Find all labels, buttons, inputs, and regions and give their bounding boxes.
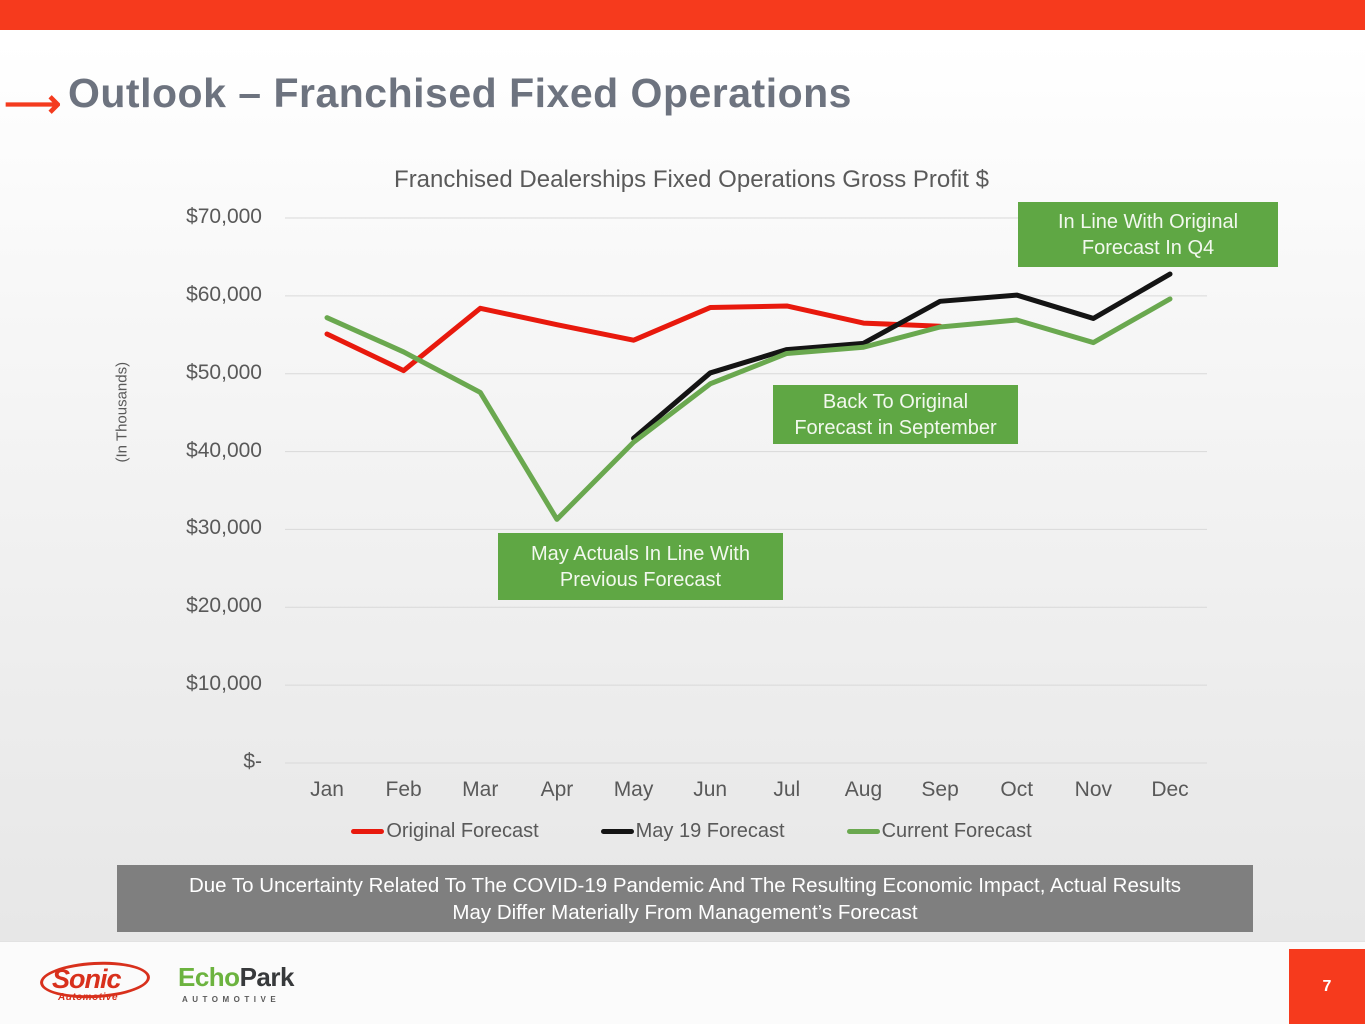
y-tick-label: $10,000 [186,672,262,696]
annotation-in-line-q4: In Line With Original Forecast In Q4 [1018,202,1278,267]
disclaimer-line: May Differ Materially From Management’s … [452,900,918,924]
legend-swatch [846,829,880,834]
y-tick-label: $70,000 [186,205,262,228]
chart-legend: Original Forecast May 19 Forecast Current … [130,820,1253,843]
chart-title: Franchised Dealerships Fixed Operations … [394,166,989,193]
arrow-right-icon: ⟶ [4,82,62,126]
disclaimer-banner: Due To Uncertainty Related To The COVID-… [117,865,1253,932]
x-tick-label: Sep [921,778,959,801]
annotation-line: Forecast In Q4 [1081,236,1215,259]
legend-label: Original Forecast [386,820,539,842]
sonic-automotive-logo: Sonic Automotive [39,959,152,1006]
x-tick-label: Oct [1000,778,1034,801]
disclaimer-line: Due To Uncertainty Related To The COVID-… [188,873,1182,897]
x-tick-label: Jan [310,778,344,801]
top-accent-bar [0,0,1365,30]
series-line-current-forecast [324,296,1173,522]
page-number-badge: 7 [1289,949,1365,1024]
y-tick-label: $40,000 [186,438,262,462]
annotation-line: Previous Forecast [559,568,722,591]
slide-footer: Sonic Automotive EchoPark AUTOMOTIVE 7 [0,941,1365,1024]
x-tick-label: Jul [773,778,801,801]
echopark-logo-subtext: AUTOMOTIVE [182,995,281,1004]
legend-item: Original Forecast [351,820,539,843]
legend-swatch [351,829,385,834]
x-tick-label: Nov [1074,778,1113,801]
slide-header: ⟶ Outlook – Franchised Fixed Operations [0,70,1365,134]
annotation-line: May Actuals In Line With [531,542,750,565]
series-line-may-19-forecast [631,271,1173,441]
sonic-logo-subtext: Automotive [58,992,118,1003]
y-tick-label: $30,000 [186,516,262,540]
sonic-logo-text: Sonic [52,964,122,994]
echopark-logo-echo: Echo [178,962,240,992]
x-tick-label: Apr [540,778,574,801]
x-tick-label: May [613,778,654,801]
legend-label: May 19 Forecast [635,820,785,842]
y-tick-label: $50,000 [186,360,262,384]
annotation-line: Forecast in September [794,416,997,439]
annotation-line: In Line With Original [1057,210,1239,233]
y-tick-label: $- [243,750,262,773]
y-tick-label: $20,000 [186,594,262,618]
legend-swatch [600,829,634,834]
x-tick-label: Jun [693,778,728,801]
legend-item: Current Forecast [846,820,1032,843]
annotation-line: Back To Original [822,390,969,413]
annotation-back-to-original: Back To Original Forecast in September [773,385,1018,444]
annotation-may-actuals: May Actuals In Line With Previous Foreca… [498,533,783,600]
echopark-logo-park: Park [239,962,295,992]
x-tick-label: Aug [844,778,883,801]
x-tick-label: Feb [385,778,422,801]
legend-item: May 19 Forecast [600,820,785,843]
x-tick-label: Dec [1151,778,1189,801]
legend-label: Current Forecast [881,820,1032,842]
y-tick-label: $60,000 [186,282,262,306]
series-line-original-forecast [324,303,943,374]
page-number: 7 [1322,978,1332,995]
echopark-logo: EchoPark AUTOMOTIVE [178,962,298,1004]
x-tick-label: Mar [462,778,499,801]
page-title: Outlook – Franchised Fixed Operations [68,70,852,116]
